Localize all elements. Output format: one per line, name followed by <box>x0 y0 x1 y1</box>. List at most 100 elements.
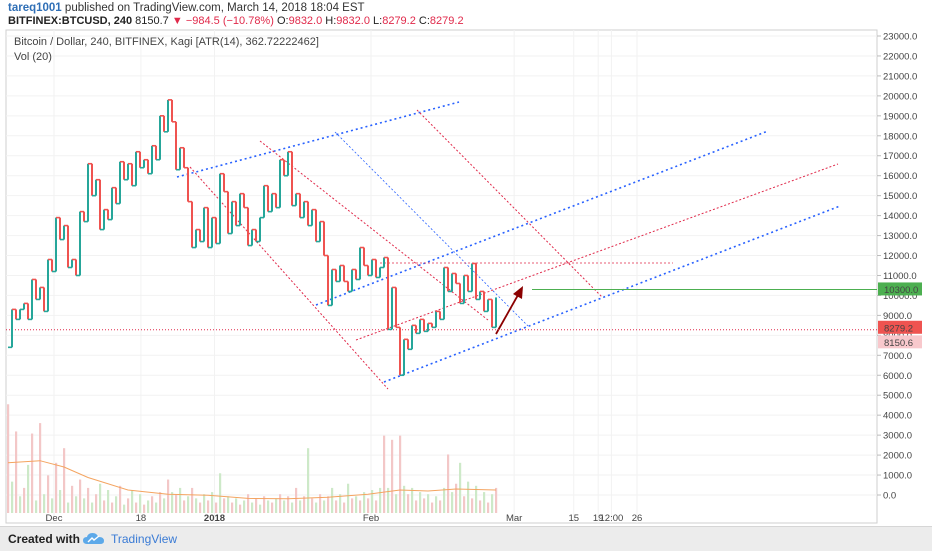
volume-bar <box>259 504 262 513</box>
volume-bar <box>399 435 402 513</box>
volume-bar <box>383 435 386 513</box>
y-tick-label: 5000.0 <box>883 391 912 402</box>
volume-bar <box>103 500 106 513</box>
tradingview-cloud-icon <box>83 533 104 544</box>
volume-bar <box>75 496 78 513</box>
blue-thin-diagonal[interactable] <box>334 131 529 327</box>
volume-bar <box>175 494 178 513</box>
blue-channel-top-upper[interactable] <box>176 101 460 178</box>
volume-bar <box>439 500 442 513</box>
high-value: 9832.0 <box>336 15 370 27</box>
arrow-shaft[interactable] <box>495 294 519 335</box>
drawings[interactable] <box>176 101 841 390</box>
chart-border <box>5 29 878 524</box>
volume-bar <box>427 494 430 513</box>
y-tick-label: 0.0 <box>883 491 896 502</box>
volume-bar <box>227 496 230 513</box>
y-tick-label: 19000.0 <box>883 111 917 122</box>
volume-bar <box>15 431 18 513</box>
volume-bar <box>27 464 30 513</box>
volume-bar <box>179 487 182 513</box>
volume-bar <box>59 490 62 513</box>
volume-bar <box>135 502 138 513</box>
y-tick-label: 9000.0 <box>883 311 912 322</box>
y-tick-label: 11000.0 <box>883 271 917 282</box>
volume-bar <box>123 504 126 513</box>
volume-bar <box>479 500 482 513</box>
x-tick-label: 15 <box>568 513 579 524</box>
volume-bar <box>67 502 70 513</box>
tradingview-brand-link[interactable]: TradingView <box>111 532 178 546</box>
x-tick-label: 2018 <box>204 513 225 524</box>
volume-bar <box>391 439 394 513</box>
volume-bar <box>311 498 314 513</box>
volume-bar <box>55 462 58 513</box>
x-tick-label: Feb <box>363 513 379 524</box>
volume-bar <box>263 496 266 513</box>
y-tick-label: 3000.0 <box>883 431 912 442</box>
change-down-icon: ▼ <box>171 15 183 27</box>
x-tick-label: 26 <box>632 513 643 524</box>
red-channel-lower[interactable] <box>189 166 389 390</box>
y-tick-label: 2000.0 <box>883 451 912 462</box>
volume-bar <box>447 454 450 513</box>
volume-bar <box>119 485 122 513</box>
volume-bar <box>35 500 38 513</box>
legend-volume: Vol (20) <box>14 51 52 63</box>
volume-bar <box>347 483 350 513</box>
volume-bar <box>83 498 86 513</box>
volume-pane <box>7 404 498 513</box>
volume-bar <box>459 462 462 513</box>
volume-bar <box>63 448 66 513</box>
y-tick-label: 6000.0 <box>883 371 912 382</box>
y-tick-label: 16000.0 <box>883 171 917 182</box>
volume-bar <box>303 496 306 513</box>
volume-bar <box>483 492 486 513</box>
x-tick-label: Mar <box>506 513 522 524</box>
volume-bar <box>343 502 346 513</box>
volume-bar <box>99 483 102 513</box>
volume-bar <box>147 500 150 513</box>
author-link[interactable]: tareq1001 <box>8 2 62 14</box>
volume-bar <box>455 483 458 513</box>
blue-channel-upper[interactable] <box>315 130 769 306</box>
volume-bar <box>407 494 410 513</box>
y-tick-label: 20000.0 <box>883 91 917 102</box>
volume-bar <box>191 487 194 513</box>
volume-bar <box>279 494 282 513</box>
blue-channel-lower[interactable] <box>383 205 841 383</box>
volume-bar <box>315 502 318 513</box>
volume-bar <box>71 485 74 513</box>
red-channel-upper[interactable] <box>259 140 489 321</box>
open-label: O: <box>276 15 289 27</box>
volume-bar <box>275 498 278 513</box>
low-label: L: <box>373 15 383 27</box>
low-value: 8279.2 <box>382 15 416 27</box>
grid <box>6 30 877 523</box>
chart-legend: Bitcoin / Dollar, 240, BITFINEX, Kagi [A… <box>14 36 319 63</box>
volume-bar <box>379 487 382 513</box>
volume-bar <box>159 492 162 513</box>
volume-bar <box>359 500 362 513</box>
volume-bar <box>19 496 22 513</box>
volume-bar <box>243 500 246 513</box>
y-tick-label: 1000.0 <box>883 471 912 482</box>
x-tick-label: 19 <box>593 513 604 524</box>
volume-bar <box>91 502 94 513</box>
volume-bar <box>299 500 302 513</box>
y-tick-label: 14000.0 <box>883 211 917 222</box>
open-value: 9832.0 <box>288 15 323 27</box>
arrow-icon[interactable] <box>513 286 523 299</box>
x-tick-label: 12:00 <box>600 513 624 524</box>
chart-area[interactable]: Bitcoin / Dollar, 240, BITFINEX, Kagi [A… <box>0 28 932 526</box>
y-tick-label: 10000.0 <box>883 291 917 302</box>
close-label: C: <box>418 15 430 27</box>
volume-bar <box>443 487 446 513</box>
x-tick-label: 18 <box>136 513 147 524</box>
volume-bar <box>95 494 98 513</box>
volume-bar <box>87 487 90 513</box>
price-axis[interactable]: 0.0 1000.0 2000.0 3000.0 4000.0 5000.0 6000.0 7… <box>877 32 917 502</box>
red-channel-median[interactable] <box>355 163 839 341</box>
volume-bar <box>415 500 418 513</box>
